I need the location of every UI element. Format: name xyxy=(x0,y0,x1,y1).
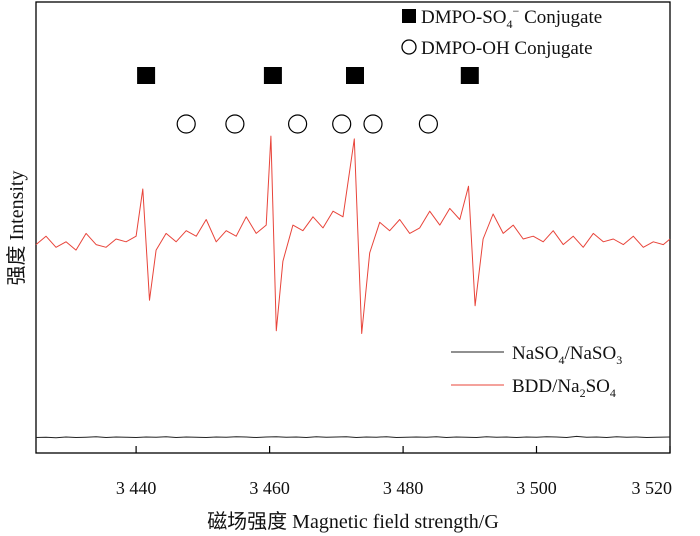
legend-so4-label: DMPO-SO4− Conjugate xyxy=(421,4,602,31)
x-tick-label-4: 3 520 xyxy=(632,478,673,498)
marker-layer xyxy=(137,67,479,134)
oh-circle-marker-1 xyxy=(225,114,245,134)
series-layer xyxy=(35,135,671,439)
marker-legend: DMPO-SO4− Conjugate DMPO-OH Conjugate xyxy=(401,4,602,59)
so4-square-marker-3 xyxy=(460,67,479,84)
plot-frame xyxy=(35,1,671,454)
legend-square-symbol xyxy=(402,9,416,23)
series-line-1 xyxy=(35,435,671,439)
oh-circle-marker-0 xyxy=(176,114,196,134)
series-legend: NaSO4/NaSO3 BDD/Na2SO4 xyxy=(451,343,622,400)
so4-square-marker-0 xyxy=(137,67,156,84)
series-line-0 xyxy=(35,135,671,334)
so4-square-marker-2 xyxy=(346,67,364,84)
oh-circle-marker-4 xyxy=(363,114,383,134)
x-tick-label-3: 3 500 xyxy=(516,478,557,498)
x-axis-title: 磁场强度 Magnetic field strength/G xyxy=(207,510,499,533)
tick-layer: 3 440 3 460 3 480 3 500 3 520 xyxy=(116,446,672,498)
x-tick-label-0: 3 440 xyxy=(116,478,157,498)
x-tick-label-1: 3 460 xyxy=(249,478,290,498)
legend-circle-symbol xyxy=(401,39,417,55)
legend-naso4-label: NaSO4/NaSO3 xyxy=(512,343,622,367)
y-axis-title: 强度 Intensity xyxy=(5,171,28,286)
x-tick-label-2: 3 480 xyxy=(383,478,424,498)
oh-circle-marker-3 xyxy=(332,114,352,134)
legend-bdd-label: BDD/Na2SO4 xyxy=(512,376,616,400)
oh-circle-marker-2 xyxy=(288,114,308,134)
oh-circle-marker-5 xyxy=(418,114,438,134)
legend-oh-label: DMPO-OH Conjugate xyxy=(421,38,593,59)
so4-square-marker-1 xyxy=(263,67,282,84)
